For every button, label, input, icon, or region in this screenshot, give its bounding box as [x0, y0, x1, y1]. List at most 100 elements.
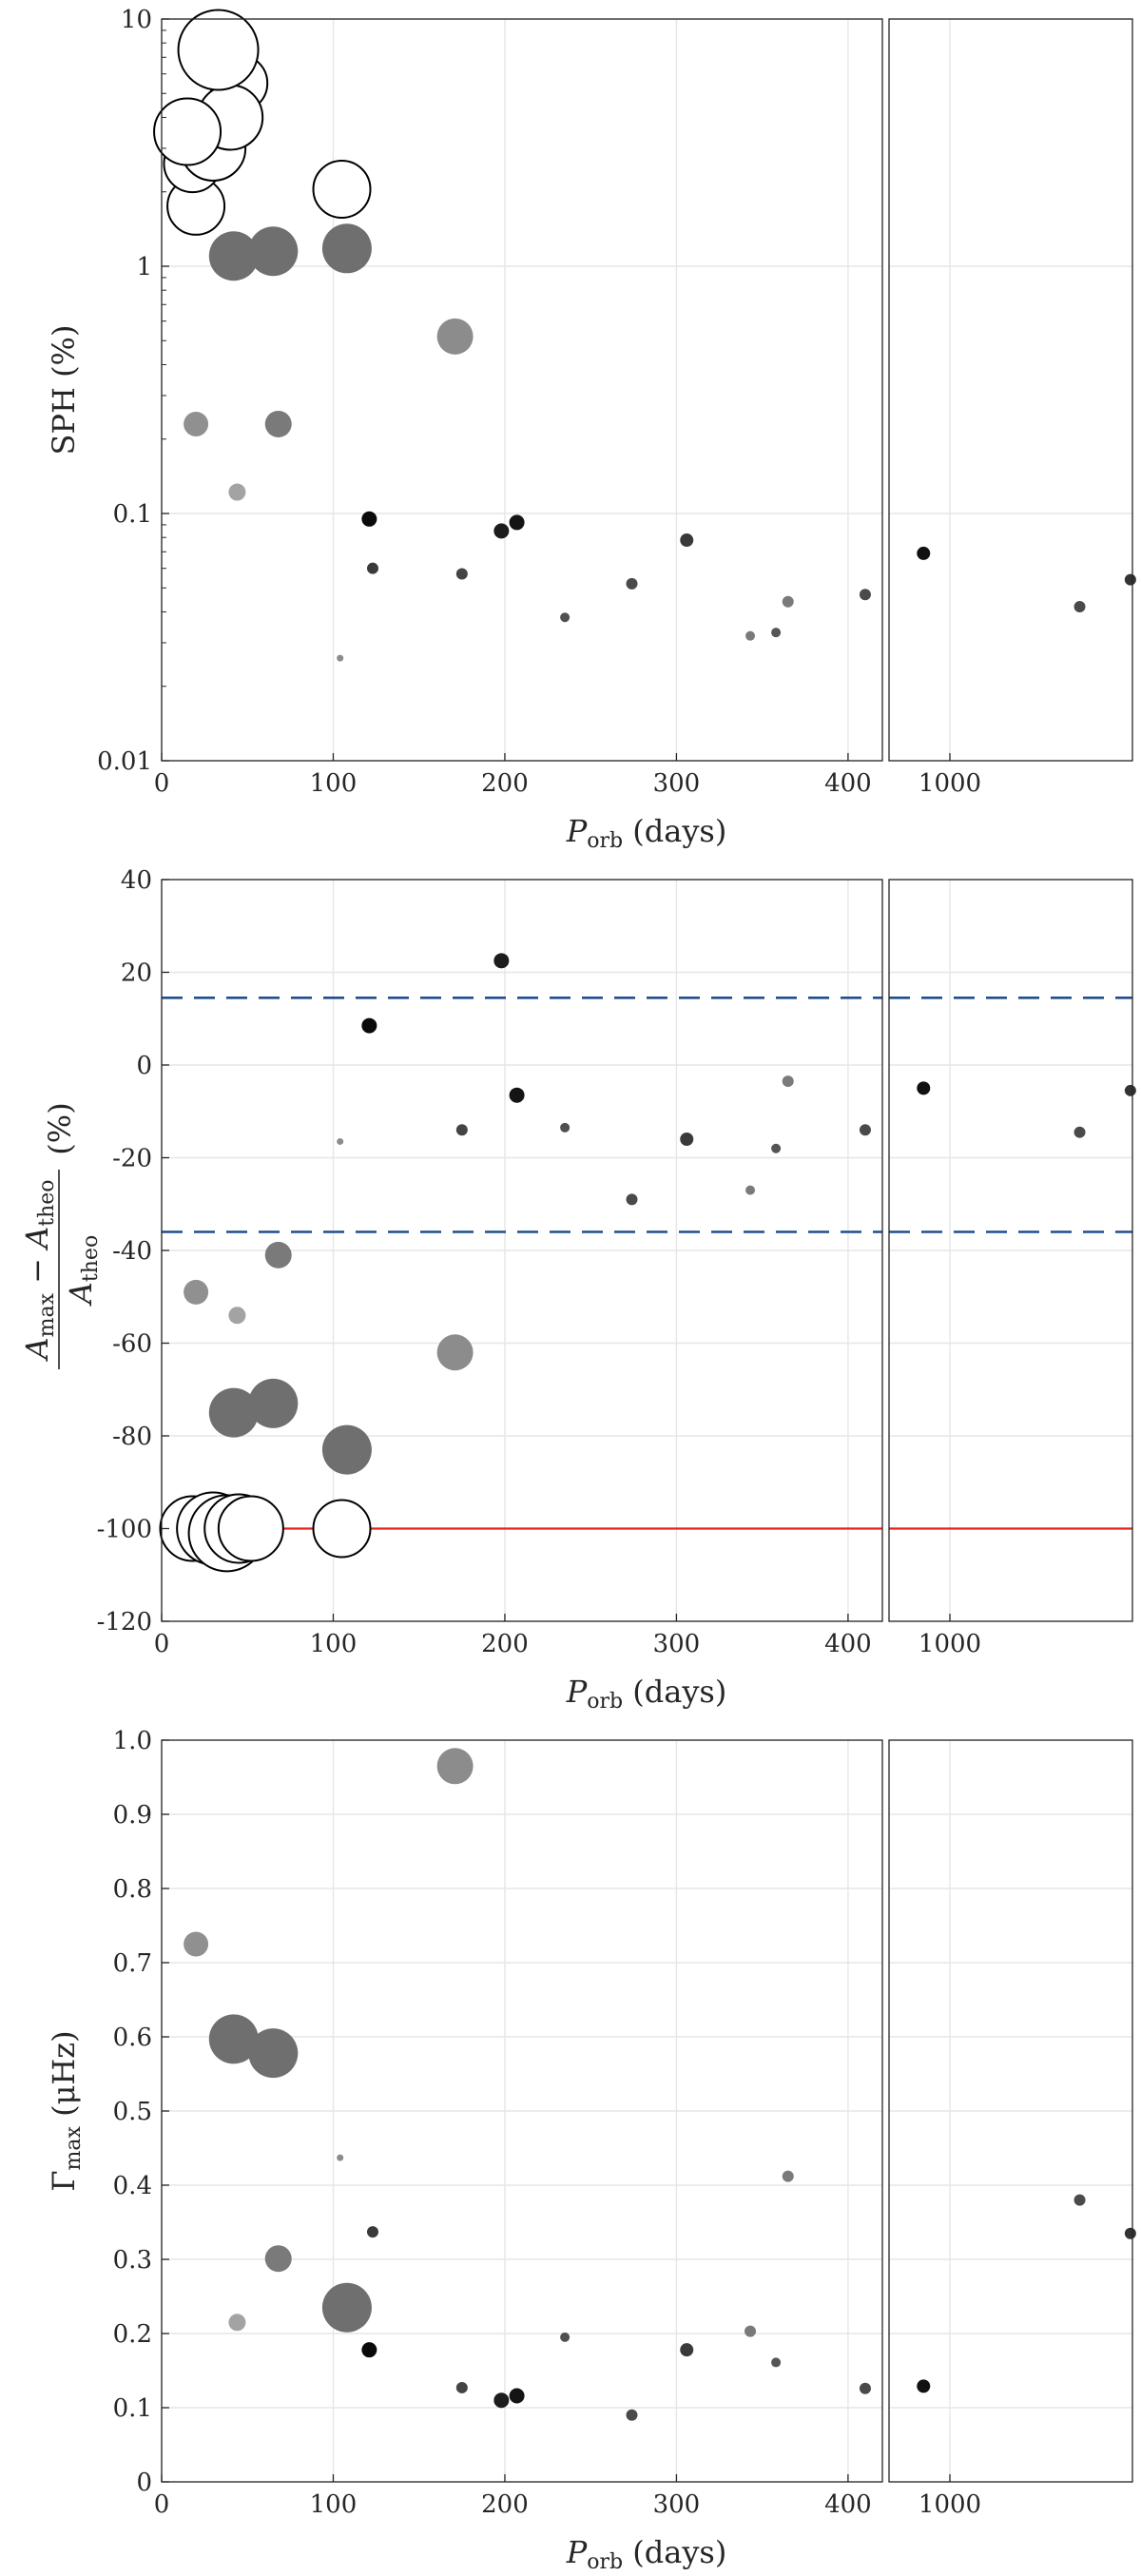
gamma-y-tick-label: 0.9: [113, 1801, 152, 1830]
amplitude-right-grid: [889, 879, 1132, 1622]
sph-left-data-point: [153, 97, 222, 166]
amplitude-x-tick-label-right: 1000: [919, 1630, 981, 1658]
gamma-y-tick-label: 0.1: [113, 2394, 152, 2423]
gamma-y-tick-label: 0.2: [113, 2320, 152, 2349]
gamma-y-tick-label: 0.3: [113, 2246, 152, 2275]
sph-left-data-point: [560, 612, 570, 623]
gamma-left-data-point: [366, 2226, 378, 2238]
sph-y-tick-label: 10: [121, 6, 152, 34]
amplitude-right-reference-lines: [889, 997, 1132, 1530]
sph-y-axis-label: SPH (%): [46, 325, 82, 455]
sph-left-data-point: [177, 9, 260, 91]
panel-gamma: 0 0.1 0.2 0.3 0.4 0.5 0.6 0.7 0.8 0.9 1.0 0 100 200 3…: [46, 1727, 1136, 2574]
gamma-y-tick-label: 0.4: [113, 2172, 152, 2200]
amplitude-left-points: [159, 953, 871, 1573]
amplitude-left-data-point: [771, 1143, 782, 1153]
sph-left-data-point: [366, 562, 378, 574]
sph-left-data-point: [626, 577, 638, 590]
amplitude-left-data-point: [745, 1185, 756, 1195]
gamma-y-tick-labels: 0 0.1 0.2 0.3 0.4 0.5 0.6 0.7 0.8 0.9 1.0: [113, 1727, 169, 2497]
sph-left-data-point: [184, 411, 209, 436]
sph-x-tick-label-left: 300: [653, 769, 701, 798]
sph-left-axes-box: [161, 18, 883, 762]
gamma-x-axis-label: Porb (days): [566, 2534, 727, 2574]
gamma-left-data-point: [321, 2282, 372, 2333]
gamma-left-data-point: [509, 2388, 525, 2404]
amplitude-left-data-point: [859, 1124, 871, 1136]
amplitude-y-label-unit: (%): [42, 1102, 78, 1154]
sph-left-data-point: [455, 568, 468, 580]
gamma-y-tick-label: 0.8: [113, 1875, 152, 1904]
amplitude-x-tick-label-left: 200: [481, 1630, 529, 1658]
amplitude-right-data-point: [1124, 1084, 1136, 1096]
gamma-right-grid: [889, 1739, 1132, 2483]
sph-left-data-point: [264, 410, 292, 437]
sph-left-data-point: [782, 595, 794, 608]
gamma-left-grid: [161, 1739, 882, 2483]
amplitude-left-data-point: [228, 1307, 246, 1325]
gamma-right-data-point: [917, 2379, 931, 2393]
sph-y-tick-label: 1: [136, 253, 152, 281]
amplitude-y-tick-label: 0: [136, 1052, 152, 1080]
sph-left-data-point: [228, 483, 246, 501]
sph-left-data-point: [493, 523, 510, 539]
sph-left-data-point: [337, 654, 344, 662]
gamma-left-data-point: [859, 2382, 871, 2394]
amplitude-left-data-point: [321, 1424, 372, 1475]
gamma-left-data-point: [771, 2357, 782, 2368]
amplitude-right-data-point: [1073, 1126, 1086, 1138]
amplitude-x-tick-label-left: 100: [310, 1630, 358, 1658]
sph-left-data-point: [312, 159, 372, 219]
amplitude-y-tick-label: -20: [112, 1145, 152, 1173]
sph-left-data-point: [321, 223, 372, 274]
gamma-x-tick-label-left: 400: [824, 2490, 872, 2519]
sph-right-data-point: [917, 546, 931, 560]
amplitude-left-data-point: [337, 1137, 344, 1145]
amplitude-left-data-point: [626, 1193, 638, 1206]
gamma-y-tick-label: 0.7: [113, 1949, 152, 1978]
amplitude-left-data-point: [312, 1499, 372, 1559]
amplitude-right-data-point: [917, 1081, 931, 1095]
amplitude-left-data-point: [493, 953, 510, 969]
sph-left-data-point: [361, 511, 377, 527]
panel-amplitude: -120 -100 -80 -60 -40 -20 0 20 40 0 100 200 300 400 1…: [19, 866, 1136, 1714]
amplitude-left-data-point: [680, 1133, 694, 1146]
amplitude-right-axes-box: [888, 879, 1133, 1622]
amplitude-y-tick-label: 40: [121, 866, 152, 895]
gamma-left-data-point: [560, 2332, 570, 2342]
sph-left-data-point: [859, 589, 871, 601]
sph-left-data-point: [771, 628, 782, 638]
amplitude-right-points: [917, 1081, 1136, 1138]
sph-y-tick-label: 0.01: [97, 747, 152, 776]
gamma-left-data-point: [228, 2314, 246, 2332]
sph-left-data-point: [509, 514, 525, 531]
amplitude-left-data-point: [436, 1334, 474, 1371]
sph-y-tick-labels: 0.01 0.1 1 10: [97, 6, 169, 776]
amplitude-x-tick-label-left: 0: [154, 1630, 170, 1658]
sph-left-grid: [161, 18, 882, 762]
gamma-left-data-point: [680, 2343, 694, 2357]
sph-right-data-point: [1073, 600, 1086, 612]
gamma-left-data-point: [436, 1748, 474, 1785]
gamma-x-tick-label-left: 200: [481, 2490, 529, 2519]
gamma-left-data-point: [184, 1931, 209, 1957]
sph-x-tick-labels: 0 100 200 300 400 1000: [154, 753, 981, 798]
gamma-y-axis-label: Γmax (μHz): [46, 2030, 86, 2191]
amplitude-x-tick-label-left: 400: [824, 1630, 872, 1658]
sph-left-data-point: [436, 318, 474, 355]
gamma-left-data-point: [493, 2392, 510, 2409]
amplitude-left-data-point: [455, 1124, 468, 1136]
gamma-x-tick-labels: 0 100 200 300 400 1000: [154, 2474, 981, 2519]
amplitude-y-tick-label: 20: [121, 959, 152, 988]
sph-right-points: [917, 546, 1136, 612]
amplitude-y-label-numerator: Amax − Atheo: [19, 1179, 59, 1362]
gamma-x-tick-label-left: 300: [653, 2490, 701, 2519]
gamma-left-data-point: [455, 2381, 468, 2393]
gamma-right-data-point: [1073, 2194, 1086, 2206]
sph-y-tick-label: 0.1: [113, 500, 152, 529]
gamma-x-tick-label-left: 100: [310, 2490, 358, 2519]
amplitude-x-axis-label: Porb (days): [566, 1674, 727, 1714]
gamma-y-tick-label: 0: [136, 2469, 152, 2497]
gamma-left-data-point: [782, 2170, 794, 2182]
